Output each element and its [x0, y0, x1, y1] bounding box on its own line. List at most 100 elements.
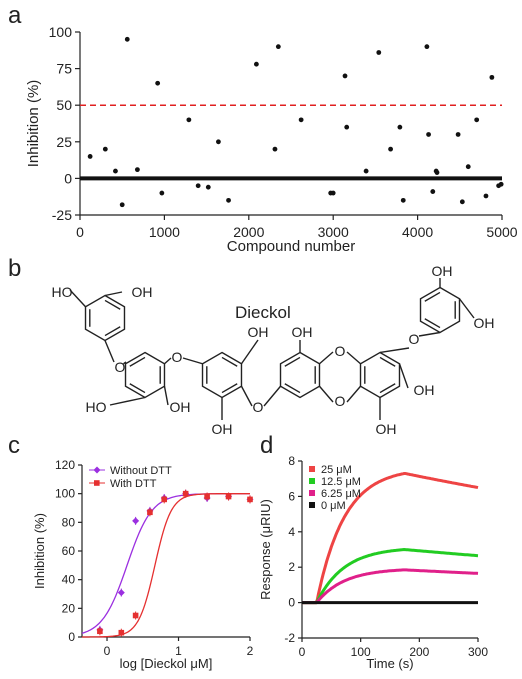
bond — [398, 363, 409, 389]
double-bond — [104, 326, 121, 337]
double-bond — [379, 356, 396, 367]
double-bond — [104, 299, 121, 310]
y-tick-label-c: 20 — [62, 601, 76, 615]
legend-label-d: 6.25 μM — [321, 488, 361, 500]
data-point-a — [459, 199, 465, 205]
data-point-with-dtt — [97, 628, 103, 635]
data-point-a — [195, 183, 201, 189]
data-point-a — [424, 44, 430, 50]
data-point-with-dtt — [161, 496, 168, 503]
data-point-a — [363, 168, 369, 174]
atom-label: OH — [248, 324, 269, 340]
double-bond — [221, 383, 238, 394]
atom-label: O — [335, 393, 346, 409]
data-point-a — [400, 197, 406, 203]
double-bond — [221, 356, 238, 367]
structure-name: Dieckol — [235, 303, 291, 322]
x-tick-label-a: 0 — [76, 224, 84, 240]
y-tick-label-c: 0 — [68, 630, 75, 644]
data-point-a — [434, 170, 440, 175]
fit-curve-without-dtt — [81, 493, 250, 634]
sensorgram-curve — [302, 472, 479, 605]
data-point-a — [388, 146, 393, 152]
data-point-a — [465, 164, 471, 170]
bond — [346, 351, 361, 365]
x-tick-label-d: 200 — [409, 645, 429, 659]
data-point-a — [272, 146, 278, 152]
atom-label: OH — [212, 421, 233, 437]
bond — [240, 339, 259, 365]
x-axis-label-c: log [Dieckol μM] — [120, 656, 213, 671]
aromatic-ring — [124, 351, 166, 399]
double-bond — [424, 291, 441, 302]
y-tick-label-a: 0 — [64, 170, 72, 186]
x-tick-label-a: 2000 — [233, 224, 264, 240]
aromatic-ring — [201, 351, 243, 399]
atom-label: O — [409, 331, 420, 347]
atom-label: OH — [292, 324, 313, 340]
data-point-a — [426, 132, 431, 137]
bond — [164, 357, 172, 365]
x-tick-label-a: 3000 — [318, 224, 349, 240]
data-point-a — [298, 117, 304, 123]
y-tick-label-a: 75 — [56, 61, 72, 77]
x-tick-label-c: 1 — [175, 644, 182, 658]
data-point-a — [134, 167, 140, 173]
data-point-a — [205, 184, 211, 190]
data-point-a — [498, 181, 504, 187]
double-bond — [129, 383, 146, 394]
legend-marker-d — [309, 502, 315, 508]
data-point-a — [455, 132, 461, 137]
data-point-a — [376, 50, 382, 55]
legend-label-c: Without DTT — [110, 465, 172, 477]
bond — [104, 291, 123, 297]
bond — [418, 331, 441, 337]
data-point-a — [124, 36, 130, 42]
x-tick-label-d: 100 — [351, 645, 371, 659]
data-point-a — [397, 124, 403, 130]
x-axis-label-d: Time (s) — [366, 656, 413, 671]
atom-label: O — [253, 399, 264, 415]
bond — [346, 385, 362, 403]
data-point-a — [159, 190, 165, 196]
y-tick-label-d: 6 — [288, 489, 295, 503]
bond — [104, 340, 115, 363]
fit-curve-with-dtt — [82, 493, 250, 638]
data-point-a — [483, 193, 489, 199]
atom-label: HO — [86, 399, 107, 415]
data-point-a — [253, 61, 259, 67]
bond — [379, 347, 410, 354]
data-point-a — [113, 168, 118, 174]
legend-marker-d — [309, 490, 315, 496]
atom-label: O — [335, 343, 346, 359]
bond — [458, 298, 475, 319]
double-bond — [284, 356, 301, 367]
bond — [109, 396, 146, 406]
y-tick-label-a: 25 — [56, 134, 72, 150]
x-tick-label-d: 0 — [299, 645, 306, 659]
double-bond — [379, 383, 396, 394]
panel-letter-d: d — [260, 432, 274, 459]
x-tick-label-d: 300 — [468, 645, 488, 659]
atom-label: OH — [170, 399, 191, 415]
y-tick-label-d: 8 — [288, 454, 295, 468]
y-tick-label-a: 100 — [49, 24, 73, 40]
data-point-a — [344, 124, 350, 130]
data-point-with-dtt — [204, 493, 210, 500]
data-point-a — [119, 202, 125, 208]
data-point-a — [87, 154, 93, 159]
sensorgram-curve — [302, 568, 479, 605]
double-bond — [284, 383, 301, 394]
data-point-a — [226, 197, 231, 203]
atom-label: O — [172, 349, 183, 365]
aromatic-ring — [419, 286, 461, 334]
data-point-with-dtt — [118, 629, 125, 636]
data-point-with-dtt — [132, 612, 139, 619]
legend-label-d: 25 μM — [321, 464, 352, 476]
data-point-a — [275, 44, 281, 50]
dieckol-structure: Dieckol O O O O O O HO OH HO OH OH OH OH OH OH OH OH — [52, 263, 495, 437]
y-tick-label-a: -25 — [52, 207, 72, 223]
data-point-without-dtt — [132, 517, 140, 525]
